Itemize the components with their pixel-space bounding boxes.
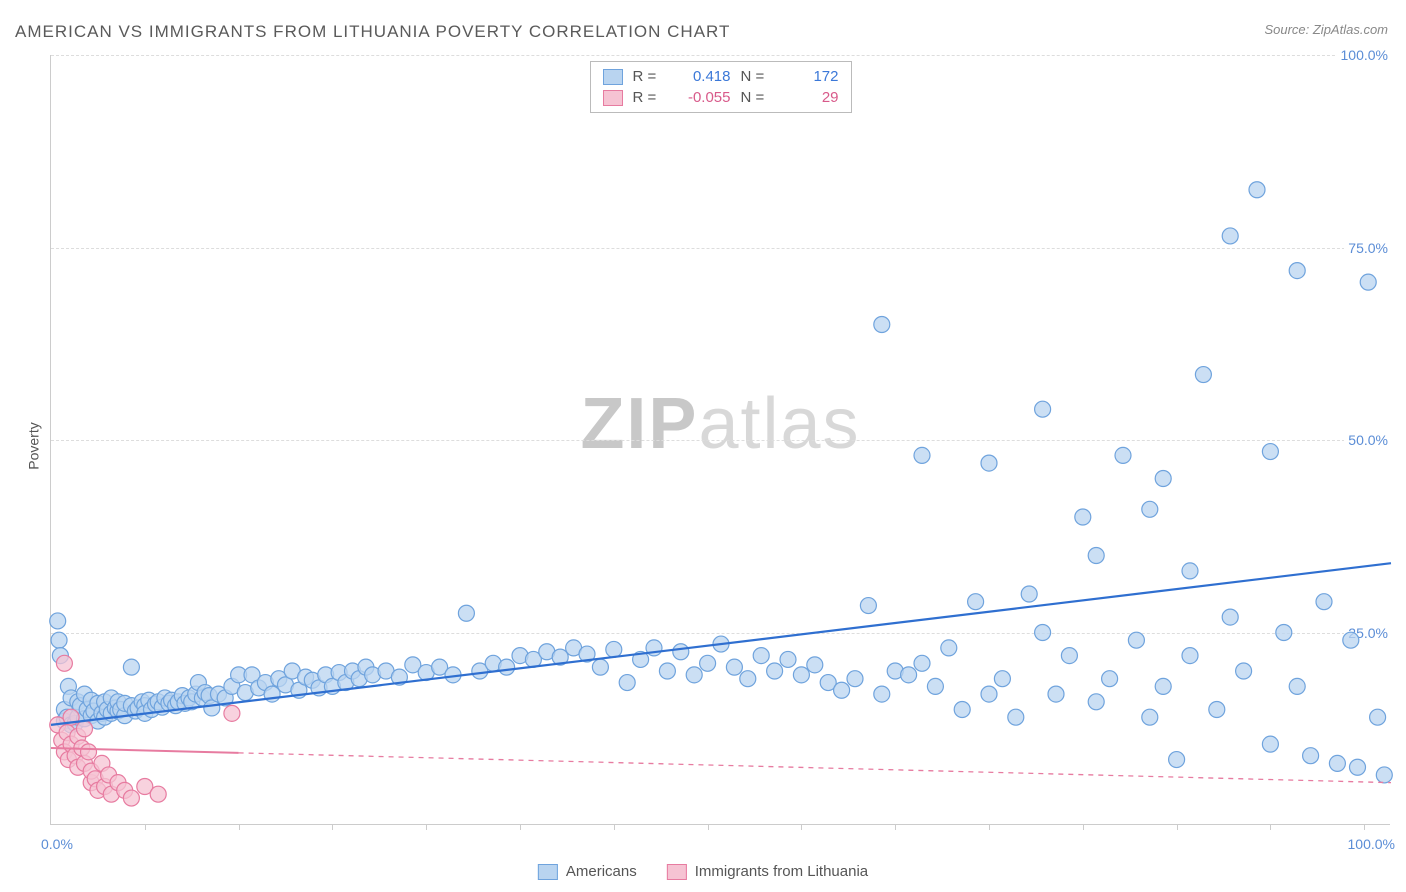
legend: Americans Immigrants from Lithuania (538, 863, 868, 880)
scatter-plot-svg (51, 55, 1390, 824)
legend-item-americans: Americans (538, 863, 637, 880)
source-attribution: Source: ZipAtlas.com (1264, 22, 1388, 37)
legend-label-lithuania: Immigrants from Lithuania (695, 863, 868, 880)
chart-plot-area: ZIPatlas 25.0%50.0%75.0%100.0% R = 0.418… (50, 55, 1390, 825)
y-axis-label: Poverty (26, 422, 42, 469)
legend-swatch-lithuania (667, 864, 687, 880)
x-axis-origin-label: 0.0% (41, 836, 73, 852)
legend-label-americans: Americans (566, 863, 637, 880)
legend-item-lithuania: Immigrants from Lithuania (667, 863, 868, 880)
legend-swatch-americans (538, 864, 558, 880)
chart-title: AMERICAN VS IMMIGRANTS FROM LITHUANIA PO… (15, 22, 730, 42)
x-axis-end-label: 100.0% (1348, 836, 1395, 852)
